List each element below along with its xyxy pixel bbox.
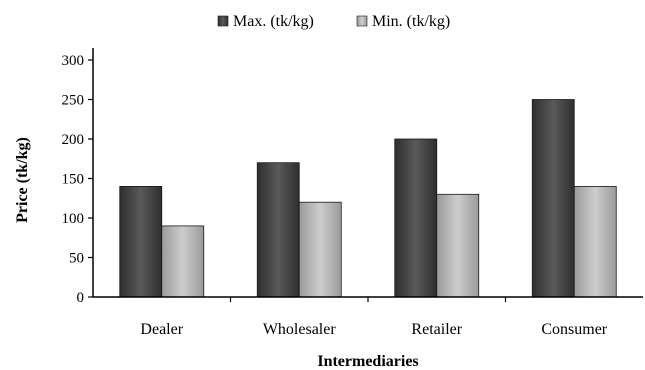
x-tick-label: Retailer xyxy=(411,321,462,338)
bar-max-consumer xyxy=(531,99,575,298)
y-tick-label: 0 xyxy=(77,290,85,306)
y-tick-label: 50 xyxy=(69,251,84,267)
axes xyxy=(92,48,643,302)
y-tick-label: 200 xyxy=(62,132,85,148)
y-tick-label: 100 xyxy=(62,211,85,227)
x-axis-labels: Dealer Wholesaler Retailer Consumer xyxy=(140,321,607,338)
x-axis-title: Intermediaries xyxy=(317,353,418,370)
bar-max-wholesaler xyxy=(256,162,300,298)
legend: Max. (tk/kg) Min. (tk/kg) xyxy=(217,13,450,30)
x-tick-label: Dealer xyxy=(140,321,183,338)
legend-swatch-max xyxy=(217,15,229,27)
bar-min-retailer xyxy=(436,193,480,298)
x-tick-label: Wholesaler xyxy=(263,321,337,338)
bar-min-dealer xyxy=(161,225,205,298)
legend-swatch-min xyxy=(356,15,368,27)
y-axis-title: Price (tk/kg) xyxy=(14,137,31,223)
bar-max-retailer xyxy=(394,138,438,298)
bars xyxy=(119,99,617,298)
legend-label-max: Max. (tk/kg) xyxy=(233,13,314,30)
bar-min-wholesaler xyxy=(298,201,342,298)
legend-label-min: Min. (tk/kg) xyxy=(372,13,450,30)
y-axis-ticks: 0 50 100 150 200 250 300 xyxy=(62,53,93,306)
y-tick-label: 150 xyxy=(62,172,85,188)
x-tick-label: Consumer xyxy=(541,321,607,338)
bar-max-dealer xyxy=(119,185,163,298)
bar-min-consumer xyxy=(573,185,617,298)
y-tick-label: 250 xyxy=(62,93,85,109)
y-tick-label: 300 xyxy=(62,53,85,69)
